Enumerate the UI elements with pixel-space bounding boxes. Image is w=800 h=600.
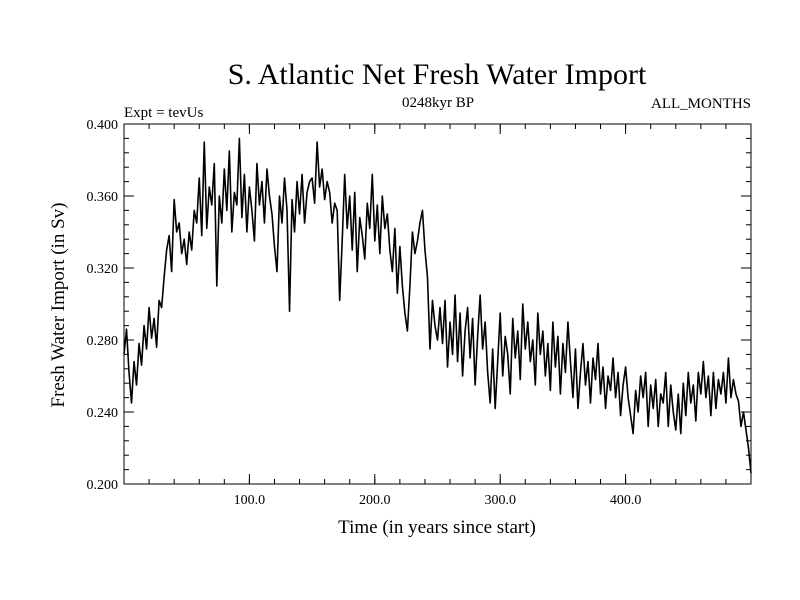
y-axis-label: Fresh Water Import (in Sv): [48, 203, 69, 408]
plot-area: 100.0 200.0 300.0 400.0 0.200 0.240 0.280 0.320…: [87, 118, 752, 508]
y-tick-label: 0.200: [87, 478, 119, 493]
months-label: ALL_MONTHS: [651, 96, 751, 112]
x-tick-label: 400.0: [610, 493, 642, 508]
x-axis-label: Time (in years since start): [338, 517, 536, 538]
y-tick-label: 0.400: [87, 118, 119, 133]
chart-subtitle: 0248kyr BP: [402, 95, 474, 111]
y-tick-label: 0.280: [87, 334, 119, 349]
plot-frame: [123, 123, 752, 485]
experiment-label: Expt = tevUs: [124, 105, 203, 121]
x-tick-label: 100.0: [234, 493, 266, 508]
y-tick-label: 0.360: [87, 190, 119, 205]
series-line: [123, 137, 752, 474]
x-tick-label: 300.0: [484, 493, 516, 508]
y-tick-label: 0.240: [87, 406, 119, 421]
chart-title: S. Atlantic Net Fresh Water Import: [228, 58, 647, 91]
x-tick-label: 200.0: [359, 493, 391, 508]
y-tick-label: 0.320: [87, 262, 119, 277]
